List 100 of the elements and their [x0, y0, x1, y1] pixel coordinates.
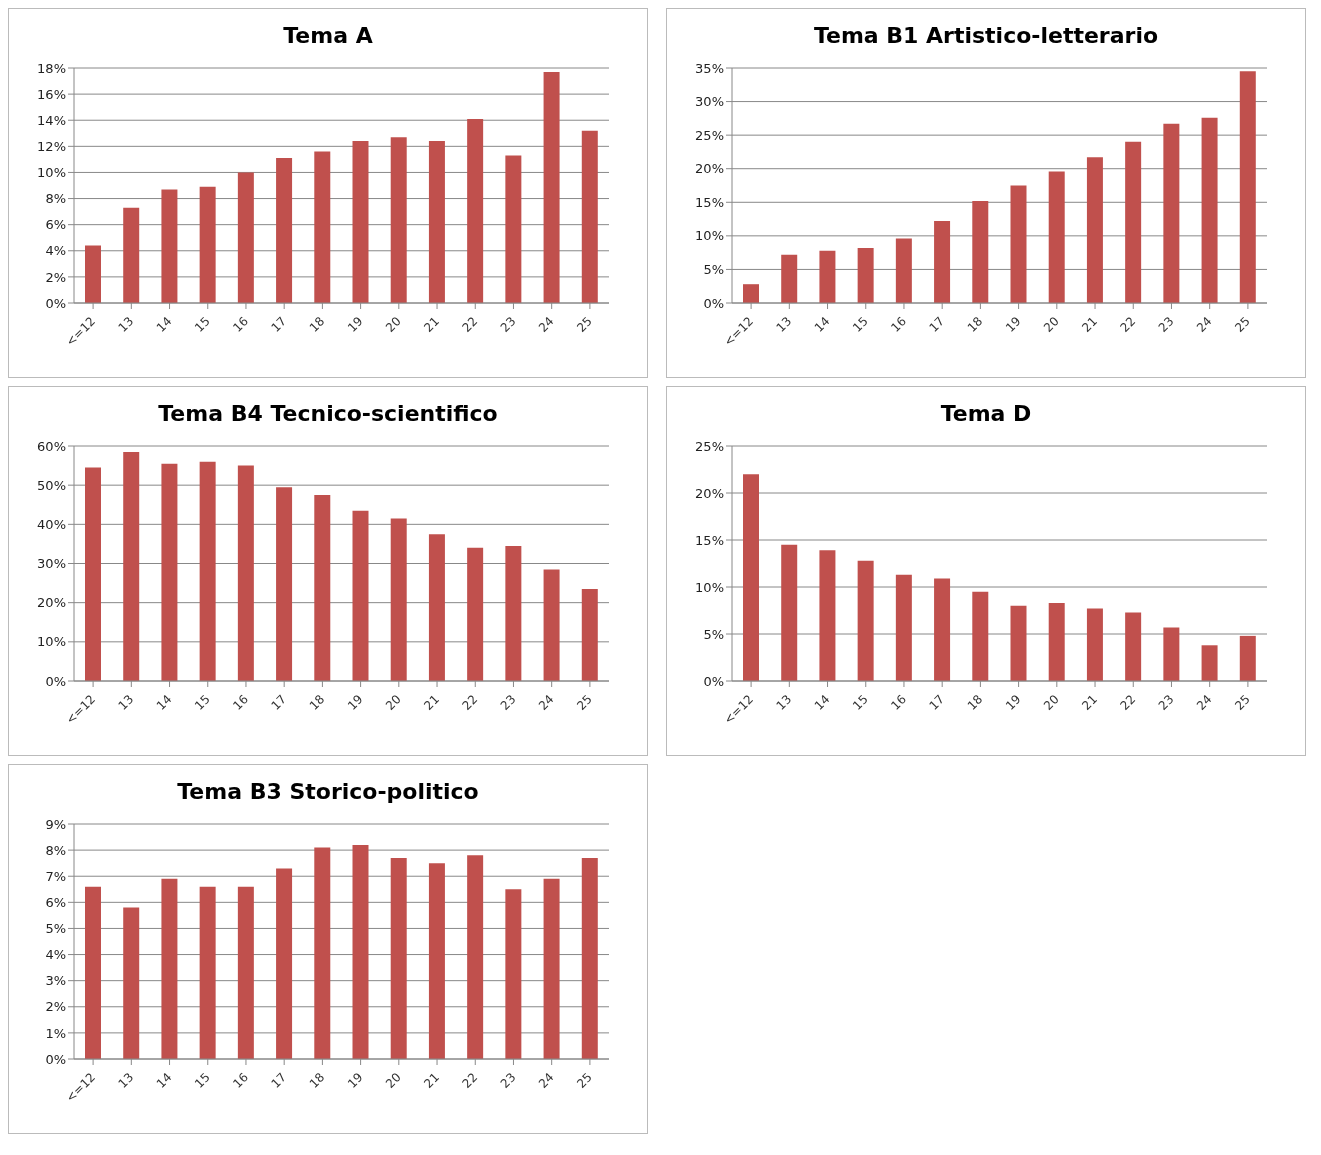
x-tick-label: 16: [230, 692, 251, 713]
bar: [314, 151, 331, 303]
bar: [1239, 635, 1256, 681]
x-tick-label: 18: [964, 692, 986, 713]
bar: [161, 189, 178, 303]
bar: [123, 907, 140, 1059]
y-tick-label: 3%: [45, 973, 66, 989]
bar: [1163, 123, 1180, 303]
y-tick-label: 0%: [703, 673, 724, 689]
y-tick-label: 14%: [37, 112, 66, 128]
y-tick-label: 5%: [45, 921, 66, 937]
x-tick-label: 15: [849, 692, 871, 713]
x-tick-label: 17: [926, 692, 948, 713]
x-tick-label: 16: [230, 314, 251, 335]
x-tick-label: 15: [849, 314, 871, 335]
x-tick-label: 20: [1041, 692, 1062, 713]
bar: [390, 518, 407, 681]
bar: [781, 544, 798, 681]
y-tick-label: 2%: [45, 269, 66, 285]
bar: [743, 474, 759, 681]
x-tick-label: 25: [574, 314, 595, 335]
bar: [1125, 612, 1142, 681]
y-tick-label: 5%: [703, 626, 724, 642]
y-tick-label: 8%: [45, 191, 66, 207]
bar: [781, 254, 798, 303]
x-tick-label: 17: [268, 314, 290, 335]
x-tick-label: 20: [383, 314, 404, 335]
y-tick-label: 16%: [37, 86, 66, 102]
y-tick-label: 1%: [45, 1025, 66, 1041]
x-tick-label: 24: [535, 314, 557, 335]
bar: [161, 463, 178, 681]
y-tick-label: 6%: [45, 894, 66, 910]
x-tick-label: 14: [153, 692, 175, 713]
bar: [467, 547, 484, 681]
bar: [276, 868, 293, 1059]
bar: [237, 172, 254, 303]
x-tick-label: 25: [574, 692, 595, 713]
bar: [276, 487, 293, 681]
x-tick-label: 13: [773, 692, 795, 713]
bar: [1125, 141, 1142, 303]
bar: [314, 494, 331, 681]
y-tick-label: 10%: [695, 579, 724, 595]
x-tick-label: 23: [497, 314, 519, 335]
bar: [123, 207, 140, 303]
bar: [895, 574, 912, 681]
bar: [428, 863, 445, 1059]
x-tick-label: 13: [115, 692, 137, 713]
y-tick-label: 8%: [45, 842, 66, 858]
y-tick-label: 20%: [695, 161, 724, 177]
x-tick-label: 15: [191, 692, 213, 713]
x-tick-label: 13: [773, 314, 795, 335]
bar: [85, 245, 101, 303]
bar: [1239, 71, 1256, 303]
bar: [857, 560, 874, 681]
x-tick-label: 24: [1193, 314, 1215, 335]
bar: [857, 247, 874, 303]
bar: [199, 461, 216, 681]
y-tick-label: 15%: [695, 194, 724, 210]
bar: [1048, 171, 1065, 303]
bar: [352, 510, 369, 681]
bar: [1010, 185, 1027, 303]
bar: [467, 855, 484, 1059]
x-tick-label: 24: [1193, 692, 1215, 713]
y-tick-label: 40%: [37, 516, 66, 532]
x-tick-label: 18: [306, 1070, 328, 1091]
bar: [1201, 645, 1218, 681]
x-tick-label: 22: [1117, 314, 1139, 335]
x-tick-label: 22: [459, 692, 481, 713]
bar: [543, 878, 560, 1059]
y-tick-label: 4%: [45, 947, 66, 963]
y-tick-label: 25%: [695, 127, 724, 143]
bar: [581, 857, 598, 1059]
x-tick-label: 19: [344, 314, 366, 335]
chart-title: Tema B3 Storico-politico: [176, 779, 480, 804]
x-tick-label: 20: [383, 692, 404, 713]
x-tick-label: 24: [535, 692, 557, 713]
x-tick-label: 17: [926, 314, 948, 335]
x-tick-label: 22: [1117, 692, 1139, 713]
x-tick-label: 22: [459, 314, 481, 335]
y-tick-label: 0%: [703, 295, 724, 311]
bar: [1163, 627, 1180, 681]
x-tick-label: 19: [344, 692, 366, 713]
x-tick-label: 14: [153, 1070, 175, 1091]
y-tick-label: 6%: [45, 217, 66, 233]
y-tick-label: 9%: [45, 816, 66, 832]
x-tick-label: 19: [344, 1070, 366, 1091]
bar: [390, 137, 407, 303]
bar: [1048, 602, 1065, 681]
y-tick-label: 10%: [37, 634, 66, 650]
y-tick-label: 60%: [37, 438, 66, 454]
x-tick-label: 15: [191, 314, 213, 335]
y-tick-label: 30%: [695, 94, 724, 110]
bar: [428, 141, 445, 303]
bar: [1201, 117, 1218, 303]
x-tick-label: 25: [574, 1070, 595, 1091]
bar: [743, 284, 759, 303]
x-tick-label: 18: [306, 692, 328, 713]
bar: [85, 886, 101, 1059]
y-tick-label: 50%: [37, 477, 66, 493]
x-tick-label: 19: [1002, 314, 1024, 335]
